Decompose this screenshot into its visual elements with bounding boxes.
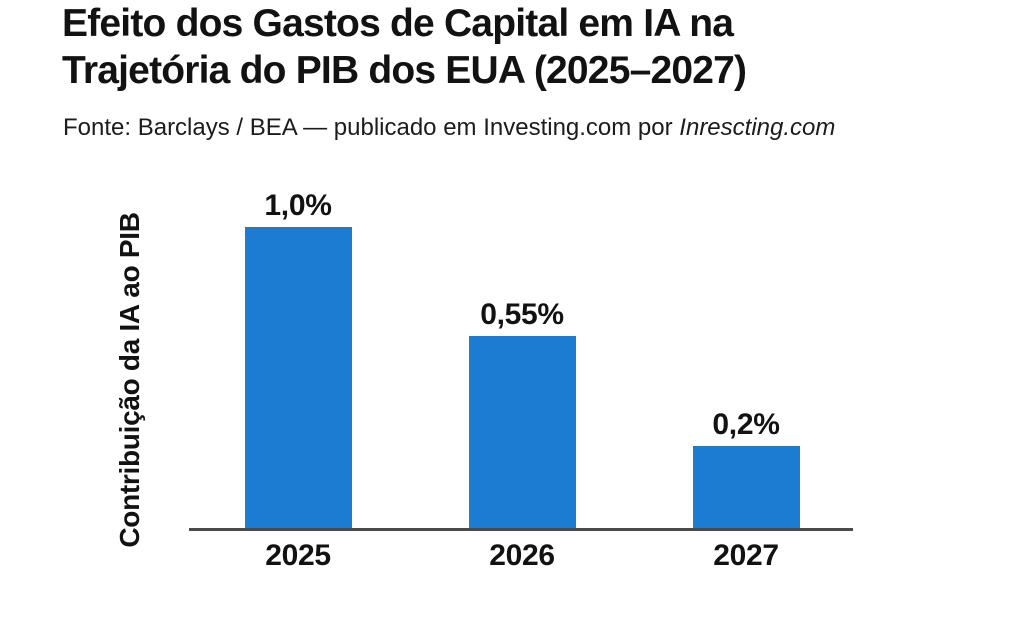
bar-2026 (468, 336, 576, 528)
bar-2027 (692, 446, 800, 528)
x-axis-line (189, 528, 853, 531)
x-tick-label-2027: 2027 (713, 539, 779, 572)
bar-2025 (244, 227, 352, 528)
source-publisher: Inrescting.com (679, 114, 836, 141)
x-tick-label-2025: 2025 (265, 539, 331, 572)
chart-title: Efeito dos Gastos de Capital em IA na Tr… (62, 2, 747, 92)
value-label-2026: 0,55% (480, 298, 564, 331)
source-line: Fonte: Barclays / BEA — publicado em Inv… (63, 113, 835, 143)
value-label-2027: 0,2% (712, 408, 780, 441)
y-axis-label: Contribuição da IA ao PIB (114, 212, 145, 548)
value-label-2025: 1,0% (264, 189, 332, 222)
source-text: Fonte: Barclays / BEA — publicado em Inv… (63, 114, 680, 141)
x-tick-label-2026: 2026 (489, 539, 555, 572)
